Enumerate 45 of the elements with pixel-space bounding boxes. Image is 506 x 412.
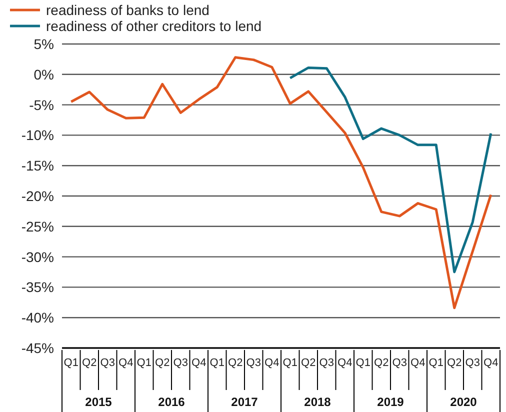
x-tick-label: Q3	[392, 357, 407, 369]
y-tick-label: -40%	[21, 310, 54, 326]
y-tick-label: -30%	[21, 248, 54, 265]
legend-label: readiness of banks to lend	[46, 2, 210, 18]
line-series	[288, 66, 492, 274]
x-tick-label: Q3	[465, 357, 480, 369]
text: 2016	[158, 395, 186, 409]
y-tick-label: -15%	[21, 158, 54, 174]
x-tick-label: Q2	[301, 357, 316, 369]
x-tick-label: Q1	[136, 357, 152, 369]
x-tick-label: Q1	[210, 357, 224, 369]
line-series	[70, 56, 492, 310]
y-tick-label: -5%	[29, 96, 54, 113]
y-tick-label: 5%	[34, 36, 54, 52]
x-tick-label: Q3	[246, 357, 261, 369]
x-tick-label: Q1	[64, 357, 78, 369]
text: 2015	[85, 395, 112, 409]
x-tick-label: Q4	[410, 357, 426, 369]
x-tick-label: Q4	[264, 357, 280, 369]
legend-label: readiness of other creditors to lend	[46, 18, 262, 34]
x-tick-label: Q4	[192, 357, 206, 369]
y-tick-label: -35%	[21, 279, 54, 296]
x-tick-label: Q3	[319, 357, 334, 369]
y-tick-label: -45%	[21, 340, 54, 356]
y-tick-label: -25%	[21, 218, 54, 234]
x-tick-label: Q1	[282, 357, 298, 369]
x-tick-label: Q2	[82, 357, 97, 369]
x-tick-label: Q2	[374, 357, 389, 369]
x-tick-label: Q2	[447, 357, 462, 369]
x-tick-label: Q4	[118, 357, 134, 369]
text: 2017	[231, 395, 258, 409]
y-tick-label: 0%	[34, 66, 54, 82]
y-tick-label: -10%	[21, 127, 54, 144]
x-tick-label: Q1	[428, 357, 444, 369]
x-tick-label: Q3	[100, 357, 115, 369]
x-tick-label: Q3	[173, 357, 188, 369]
x-tick-label: Q4	[338, 357, 352, 369]
x-tick-label: Q4	[484, 357, 498, 369]
x-tick-label: Q1	[356, 357, 370, 369]
text: 2018	[304, 395, 332, 409]
x-tick-label: Q2	[155, 357, 170, 369]
x-tick-label: Q2	[228, 357, 243, 369]
y-tick-label: -20%	[21, 188, 54, 204]
text: 2020	[450, 395, 478, 409]
text: 2019	[377, 395, 404, 409]
